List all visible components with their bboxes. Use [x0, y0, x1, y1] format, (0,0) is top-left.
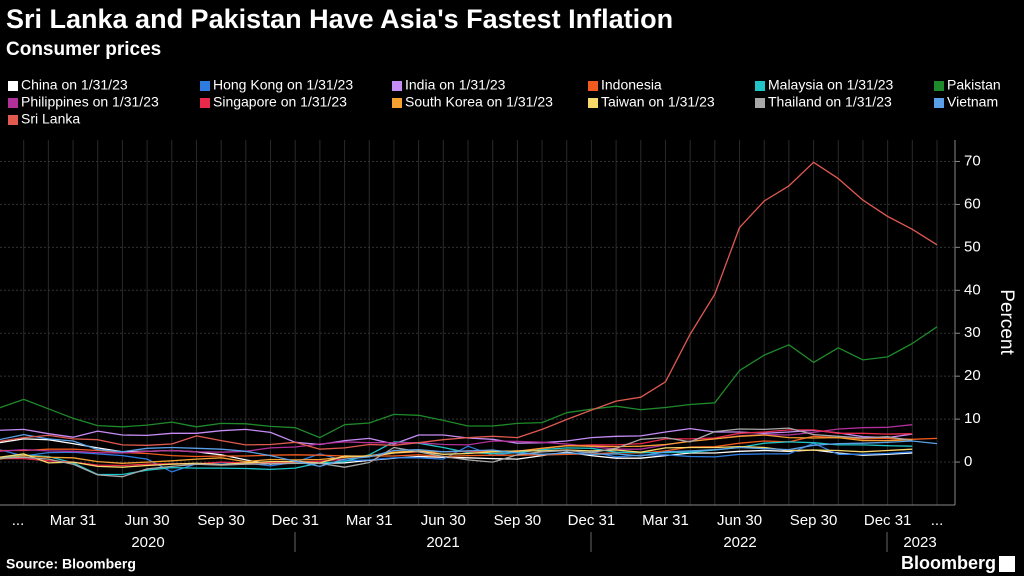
- series-line: [0, 441, 913, 476]
- legend-swatch: [755, 98, 765, 108]
- x-tick-label: Sep 30: [494, 512, 542, 529]
- legend-label: India on 1/31/23: [405, 77, 506, 93]
- x-tick-label: Jun 30: [717, 512, 762, 529]
- legend-label: Hong Kong on 1/31/23: [213, 77, 353, 93]
- legend-swatch: [8, 115, 18, 125]
- chart-subtitle: Consumer prices: [6, 39, 161, 60]
- x-tick-label: Sep 30: [790, 512, 838, 529]
- y-tick-label: 40: [964, 281, 981, 298]
- legend-label: Sri Lanka: [21, 111, 80, 127]
- series-line: [0, 161, 938, 450]
- source: Source: Bloomberg: [6, 556, 136, 572]
- legend-label: Pakistan: [947, 77, 1001, 93]
- series-line: [0, 445, 913, 468]
- x-tick-label: Jun 30: [421, 512, 466, 529]
- legend-swatch: [200, 81, 210, 91]
- legend-label: South Korea on 1/31/23: [405, 94, 553, 110]
- legend-swatch: [755, 81, 765, 91]
- y-tick-label: 70: [964, 152, 981, 169]
- legend-label: Indonesia: [601, 77, 662, 93]
- legend-label: Malaysia on 1/31/23: [768, 77, 894, 93]
- series-line: [0, 326, 938, 439]
- legend-label: Vietnam: [947, 94, 998, 110]
- brand-icon: [999, 556, 1015, 572]
- x-tick-label: Jun 30: [125, 512, 170, 529]
- legend-label: Philippines on 1/31/23: [21, 94, 159, 110]
- legend-swatch: [392, 81, 402, 91]
- x-year-label: 2022: [723, 534, 756, 551]
- legend-swatch: [934, 81, 944, 91]
- legend-swatch: [8, 98, 18, 108]
- legend-label: China on 1/31/23: [21, 77, 128, 93]
- series-line: [0, 427, 913, 446]
- legend-swatch: [588, 98, 598, 108]
- legend-swatch: [588, 81, 598, 91]
- y-tick-label: 20: [964, 367, 981, 384]
- y-tick-label: 10: [964, 410, 981, 427]
- x-tick-label: Dec 31: [568, 512, 616, 529]
- x-year-label: 2021: [426, 534, 459, 551]
- x-tick-label: Mar 31: [642, 512, 689, 529]
- series-line: [0, 427, 913, 478]
- y-axis-label: Percent: [996, 289, 1017, 355]
- x-tick-label: Mar 31: [346, 512, 393, 529]
- chart-title: Sri Lanka and Pakistan Have Asia's Faste…: [6, 4, 673, 34]
- brand: Bloomberg: [901, 553, 996, 573]
- x-tick-label: ...: [931, 512, 944, 529]
- x-tick-label: Dec 31: [271, 512, 319, 529]
- x-tick-label: Dec 31: [864, 512, 912, 529]
- y-tick-label: 30: [964, 324, 981, 341]
- legend-swatch: [200, 98, 210, 108]
- y-tick-label: 50: [964, 238, 981, 255]
- y-tick-label: 0: [964, 453, 972, 470]
- legend-label: Singapore on 1/31/23: [213, 94, 347, 110]
- x-year-label: 2020: [131, 534, 164, 551]
- y-tick-label: 60: [964, 195, 981, 212]
- x-year-label: 2023: [903, 534, 936, 551]
- legend-swatch: [8, 81, 18, 91]
- x-tick-label: Mar 31: [50, 512, 97, 529]
- series-line: [0, 433, 938, 468]
- x-tick-label: Sep 30: [197, 512, 245, 529]
- legend-swatch: [392, 98, 402, 108]
- legend-label: Taiwan on 1/31/23: [601, 94, 715, 110]
- legend-swatch: [934, 98, 944, 108]
- series-line: [0, 435, 938, 458]
- x-tick-label: ...: [12, 512, 25, 529]
- legend-label: Thailand on 1/31/23: [768, 94, 892, 110]
